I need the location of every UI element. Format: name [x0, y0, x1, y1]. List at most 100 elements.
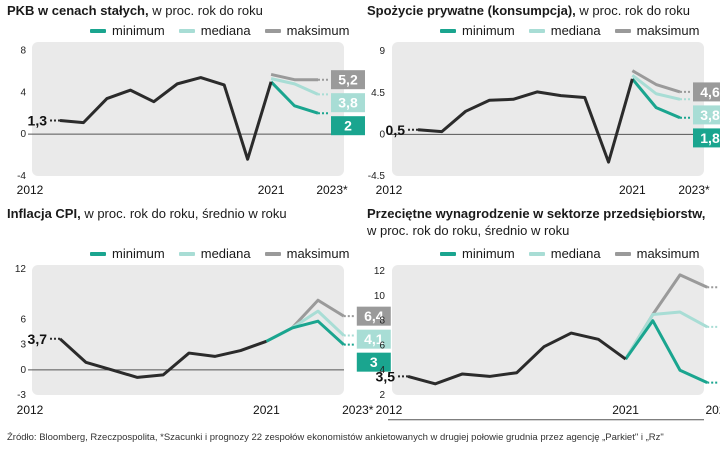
y-tick-label: -3	[17, 390, 26, 401]
legend-label: maksimum	[636, 246, 700, 261]
y-tick-label: 4	[379, 365, 385, 376]
start-value-label: 1,3	[28, 113, 48, 129]
legend-maksimum: maksimum	[264, 23, 349, 38]
legend-maksimum: maksimum	[264, 246, 350, 261]
plot-background	[392, 42, 704, 176]
y-tick-label: 4	[20, 87, 26, 98]
series-line-history	[407, 331, 627, 386]
y-tick-label: 0	[379, 129, 385, 140]
legend-maksimum: maksimum	[614, 246, 700, 261]
legend-swatch-minimum	[440, 251, 456, 256]
x-tick-label-end: 2023*	[678, 183, 710, 197]
series-line-mediana	[624, 310, 708, 360]
y-tick-label: 0	[20, 129, 26, 140]
y-tick-label: 12	[374, 266, 386, 277]
legend-label: mediana	[550, 246, 601, 261]
legend-maksimum: maksimum	[614, 23, 699, 38]
chart-title: PKB w cenach stałych, w proc. rok do rok…	[7, 3, 263, 18]
end-badge-minimum	[356, 352, 391, 372]
x-tick-label-end: 2023*	[706, 403, 720, 417]
legend-minimum: minimum	[440, 23, 515, 38]
legend-swatch-maksimum	[264, 251, 281, 256]
x-tick-label-mid: 2021	[612, 403, 639, 417]
y-tick-label: 10	[374, 291, 386, 302]
series-line-mediana	[270, 77, 319, 96]
end-value-label-minimum: 3	[370, 354, 378, 370]
end-value-label-mediana: 3,8	[338, 95, 358, 111]
legend-swatch-minimum	[90, 251, 106, 256]
end-badge-maksimum	[356, 306, 391, 326]
x-tick-label-start: 2012	[376, 403, 403, 417]
plot-background	[32, 265, 344, 395]
series-line-history	[58, 337, 267, 379]
legend-label: minimum	[462, 23, 515, 38]
legend-minimum: minimum	[90, 23, 165, 38]
legend-label: minimum	[112, 246, 165, 261]
y-tick-label: 6	[379, 340, 385, 351]
legend-swatch-minimum	[90, 28, 106, 33]
series-line-minimum	[631, 78, 681, 120]
end-badge-mediana	[331, 93, 365, 113]
legend-swatch-mediana	[178, 251, 195, 256]
series-line-minimum	[624, 319, 708, 384]
series-line-maksimum	[631, 69, 681, 94]
legend-label: mediana	[550, 23, 601, 38]
end-value-label-minimum: 2	[344, 118, 352, 134]
source-note: Źródło: Bloomberg, Rzeczpospolita, *Szac…	[7, 432, 664, 443]
chart-title: Spożycie prywatne (konsumpcja), w proc. …	[367, 3, 690, 18]
x-tick-label-start: 2012	[17, 183, 44, 197]
chart-legend: minimum mediana maksimum	[90, 246, 349, 261]
y-tick-label: 8	[20, 45, 26, 56]
y-tick-label: 3	[20, 340, 26, 351]
end-value-label-mediana: 4,1	[364, 331, 384, 347]
legend-mediana: mediana	[528, 246, 601, 261]
y-tick-label: 0	[20, 365, 26, 376]
y-tick-label: 4.5	[371, 88, 385, 99]
end-value-label-maksimum: 6,4	[364, 308, 384, 324]
y-tick-label: 12	[15, 264, 27, 275]
chart-subtitle: w proc. rok do roku, średnio w roku	[367, 223, 570, 238]
legend-mediana: mediana	[528, 23, 601, 38]
plot-background	[392, 265, 704, 395]
legend-swatch-mediana	[178, 28, 195, 33]
legend-label: mediana	[200, 23, 251, 38]
series-line-maksimum	[270, 72, 318, 82]
legend-label: minimum	[462, 246, 515, 261]
legend-swatch-maksimum	[614, 251, 631, 256]
legend-swatch-minimum	[440, 28, 456, 33]
x-tick-label-start: 2012	[17, 403, 44, 417]
legend-swatch-mediana	[528, 251, 545, 256]
end-value-label-minimum: 1,8	[700, 130, 720, 146]
end-badge-mediana	[693, 105, 720, 125]
y-tick-label: -4.5	[368, 171, 386, 182]
legend-mediana: mediana	[178, 23, 251, 38]
end-badge-minimum	[331, 116, 365, 136]
x-tick-label-start: 2012	[376, 183, 403, 197]
legend-label: mediana	[200, 246, 251, 261]
series-line-mediana	[631, 74, 681, 101]
legend-swatch-maksimum	[264, 28, 281, 33]
end-badge-maksimum	[331, 70, 365, 90]
x-tick-label-mid: 2021	[253, 403, 280, 417]
y-tick-label: 6	[20, 315, 26, 326]
chart-title: Przeciętne wynagrodzenie w sektorze prze…	[367, 206, 706, 221]
start-value-label: 3,7	[28, 331, 48, 347]
chart-title: Inflacja CPI, w proc. rok do roku, średn…	[7, 206, 287, 221]
legend-label: maksimum	[286, 246, 350, 261]
x-tick-label-end: 2023*	[316, 183, 348, 197]
end-value-label-maksimum: 4,6	[700, 84, 720, 100]
y-tick-label: 8	[379, 316, 385, 327]
series-line-minimum	[265, 319, 345, 346]
series-line-history	[59, 76, 273, 161]
chart-legend: minimum mediana maksimum	[440, 246, 699, 261]
x-tick-label-mid: 2021	[619, 183, 646, 197]
end-badge-maksimum	[693, 82, 720, 102]
plot-background	[32, 42, 344, 176]
series-line-minimum	[270, 80, 319, 115]
legend-minimum: minimum	[90, 246, 165, 261]
legend-minimum: minimum	[440, 246, 515, 261]
end-badge-minimum	[693, 128, 720, 148]
y-tick-label: 9	[379, 46, 385, 57]
